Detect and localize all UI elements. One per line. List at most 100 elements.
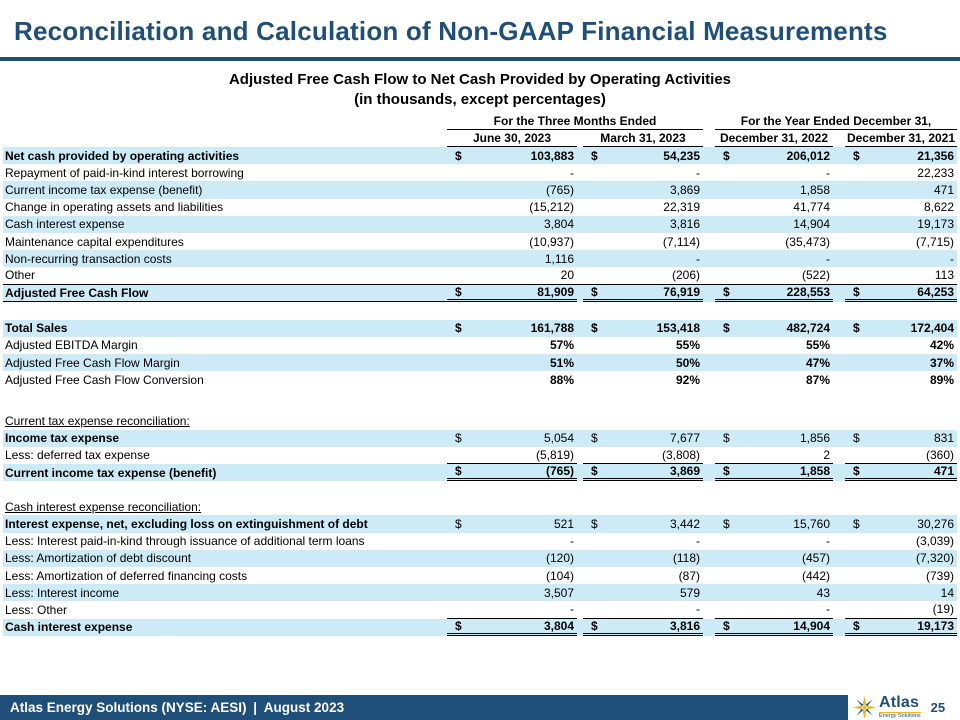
value-text: 22,233 — [917, 165, 954, 180]
value-cell: (19) — [845, 601, 957, 619]
value-cell: (35,473) — [715, 233, 833, 250]
row-label: Change in operating assets and liabiliti… — [5, 200, 224, 215]
value-cell: 47% — [715, 354, 833, 371]
table-row: Adjusted Free Cash Flow $81,909 $76,919 $22… — [3, 284, 957, 302]
value-cell: (206) — [583, 267, 703, 283]
value-cell: $14,904 — [715, 619, 833, 636]
table-title-line1: Adjusted Free Cash Flow to Net Cash Prov… — [228, 71, 732, 88]
value-text: 88% — [549, 372, 574, 387]
value-cell: 55% — [715, 337, 833, 354]
value-cell: - — [583, 601, 703, 619]
value-text: (7,715) — [915, 234, 954, 249]
value-cell: 37% — [845, 354, 957, 371]
value-cell: $7,677 — [583, 430, 703, 447]
currency-symbol: $ — [455, 321, 462, 336]
value-cell: $21,356 — [845, 147, 957, 164]
title-divider — [0, 57, 960, 61]
value-cell: 42% — [845, 337, 957, 354]
value-text: (118) — [672, 551, 700, 566]
value-cell: 41,774 — [715, 199, 833, 216]
value-cell: $103,883 — [447, 147, 577, 164]
value-cell: 579 — [583, 584, 703, 601]
currency-symbol: $ — [723, 516, 730, 531]
currency-symbol: $ — [723, 464, 730, 479]
value-text: 43 — [816, 585, 830, 600]
value-cell: $831 — [845, 430, 957, 447]
value-cell: (15,212) — [447, 199, 577, 216]
row-label: Other — [5, 268, 36, 283]
value-text: 8,622 — [923, 200, 954, 215]
value-text: (3,808) — [661, 447, 700, 462]
value-text: (457) — [801, 551, 830, 566]
table-row: Repayment of paid-in-kind interest borro… — [3, 164, 957, 181]
value-text: 19,173 — [917, 618, 954, 633]
value-cell: (522) — [715, 267, 833, 283]
table-row: Adjusted Free Cash Flow Margin 51% 50% 47% 3… — [3, 354, 957, 372]
value-cell: 55% — [583, 337, 703, 354]
row-label: Adjusted Free Cash Flow — [3, 285, 447, 302]
value-cell: $1,858 — [715, 464, 833, 482]
value-cell: 1,858 — [715, 181, 833, 198]
value-text: 7,677 — [669, 431, 700, 446]
value-cell: $15,760 — [715, 515, 833, 532]
value-text: - — [696, 602, 700, 617]
value-cell: 43 — [715, 584, 833, 601]
value-text: 172,404 — [910, 321, 954, 336]
value-cell: (10,937) — [447, 233, 577, 250]
currency-symbol: $ — [723, 618, 730, 633]
value-text: 3,816 — [669, 618, 700, 633]
table-row: Less: Amortization of deferred financing… — [3, 567, 957, 584]
value-text: - — [696, 165, 700, 180]
value-cell: 3,869 — [583, 181, 703, 198]
value-text: - — [826, 602, 830, 617]
value-text: 42% — [929, 338, 954, 353]
value-text: 50% — [675, 355, 700, 370]
value-cell: 14 — [845, 584, 957, 601]
value-cell: - — [447, 164, 577, 181]
value-text: - — [696, 251, 700, 266]
footer-text: Atlas Energy Solutions (NYSE: AESI) | Au… — [10, 700, 345, 715]
value-cell: $ (765) — [447, 464, 577, 482]
value-cell: 113 — [845, 267, 957, 283]
currency-symbol: $ — [723, 148, 730, 163]
value-cell: $54,235 — [583, 147, 703, 164]
value-cell: 92% — [583, 371, 703, 388]
table-row: Other 20 (206) (522) 113 — [3, 267, 957, 285]
value-text: 54,235 — [663, 148, 700, 163]
table-row: Less: Other - - - (19) — [3, 601, 957, 619]
value-cell: (87) — [583, 567, 703, 584]
currency-symbol: $ — [853, 431, 860, 446]
table-row: Total Sales $161,788 $153,418 $482,724 $172,… — [3, 319, 957, 337]
value-text: 153,418 — [656, 321, 700, 336]
value-text: - — [696, 534, 700, 549]
value-text: 55% — [805, 338, 830, 353]
row-label: Adjusted EBITDA Margin — [5, 338, 138, 353]
currency-symbol: $ — [723, 284, 730, 299]
value-cell: $172,404 — [845, 320, 957, 337]
value-cell: - — [583, 250, 703, 267]
value-text: 3,869 — [669, 464, 700, 479]
value-cell: (5,819) — [447, 447, 577, 464]
value-text: (360) — [925, 447, 954, 462]
value-cell: 89% — [845, 371, 957, 388]
value-cell: - — [715, 250, 833, 267]
table-row: Cash interest expense 3,804 3,816 14,904 19,… — [3, 215, 957, 233]
currency-symbol: $ — [591, 284, 598, 299]
value-cell: (7,320) — [845, 550, 957, 567]
value-cell: - — [715, 601, 833, 619]
value-cell: 3,804 — [447, 216, 577, 233]
group-header-row: For the Three Months Ended For the Year … — [3, 113, 957, 130]
value-text: 92% — [675, 372, 700, 387]
table-row: Maintenance capital expenditures (10,937)… — [3, 233, 957, 250]
atlas-logo-name: Atlas — [879, 694, 920, 712]
value-text: 206,012 — [786, 148, 830, 163]
row-label: Less: Interest paid-in-kind through issu… — [5, 534, 365, 549]
table-row: Current income tax expense (benefit) $ (76… — [3, 464, 957, 482]
slide-title: Reconciliation and Calculation of Non-GA… — [14, 16, 888, 46]
row-label: Total Sales — [5, 321, 68, 336]
row-label: Interest expense, net, excluding loss on… — [5, 516, 368, 531]
value-cell: - — [447, 601, 577, 619]
value-text: 471 — [933, 464, 954, 479]
value-text: 3,804 — [543, 618, 574, 633]
value-text: 1,116 — [544, 251, 574, 266]
